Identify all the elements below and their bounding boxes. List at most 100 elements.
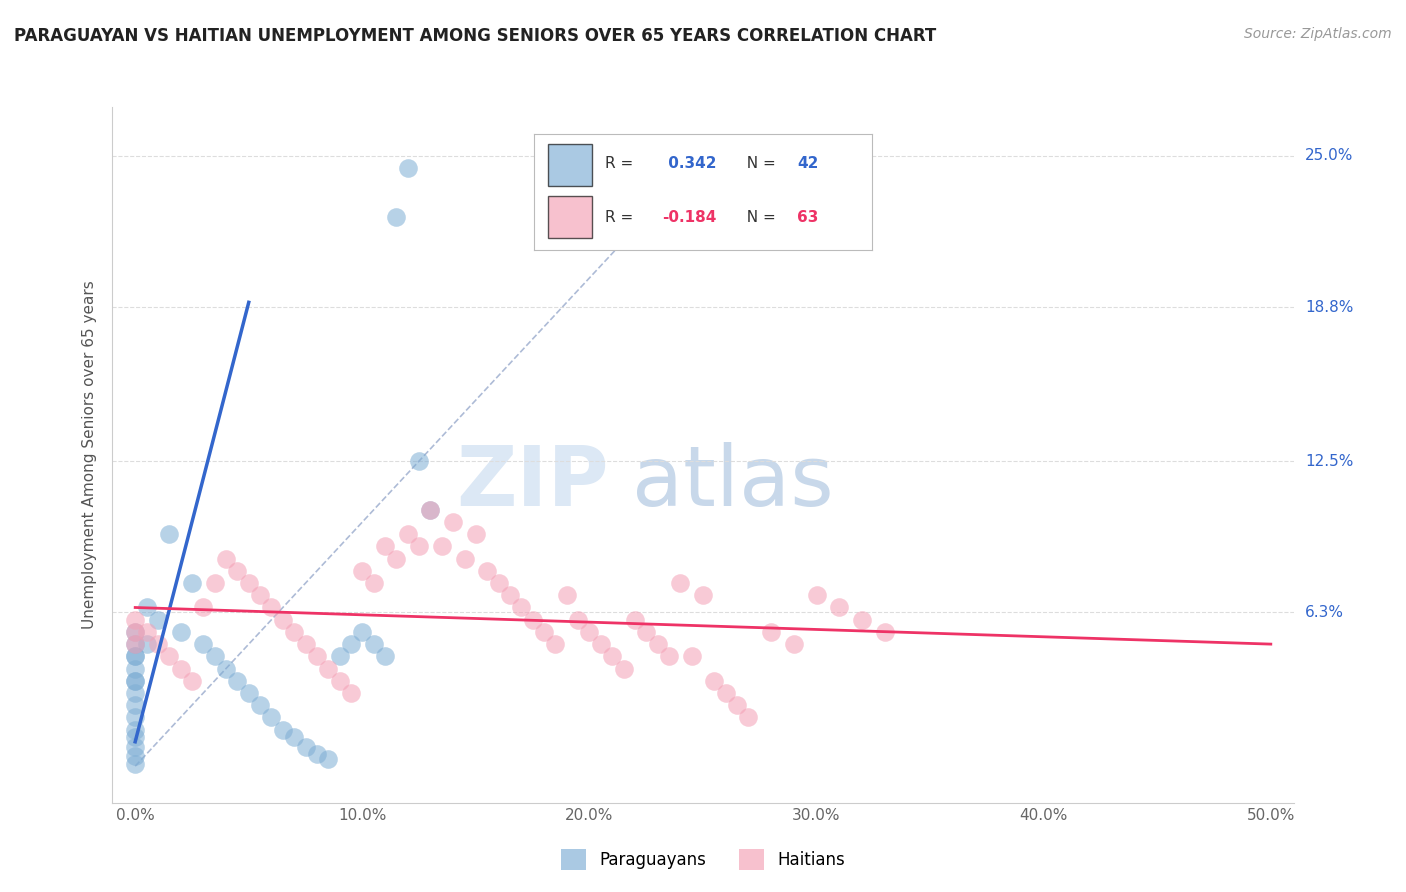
Point — [374, 649, 396, 664]
Point — [124, 624, 146, 639]
Text: 0.342: 0.342 — [662, 156, 716, 171]
Text: atlas: atlas — [633, 442, 834, 524]
Point — [600, 649, 623, 664]
Point — [783, 637, 806, 651]
Point — [124, 649, 146, 664]
Text: 6.3%: 6.3% — [1305, 605, 1344, 620]
Point — [453, 551, 475, 566]
Text: PARAGUAYAN VS HAITIAN UNEMPLOYMENT AMONG SENIORS OVER 65 YEARS CORRELATION CHART: PARAGUAYAN VS HAITIAN UNEMPLOYMENT AMONG… — [14, 27, 936, 45]
Text: N =: N = — [737, 156, 780, 171]
Point — [238, 576, 260, 591]
Point — [828, 600, 851, 615]
Point — [725, 698, 748, 713]
Point — [157, 649, 180, 664]
Point — [363, 637, 385, 651]
Point — [464, 527, 486, 541]
Point — [477, 564, 499, 578]
Point — [305, 649, 328, 664]
Point — [157, 527, 180, 541]
Point — [294, 637, 316, 651]
Point — [499, 588, 522, 602]
Point — [124, 613, 146, 627]
Point — [124, 637, 146, 651]
Legend: Paraguayans, Haitians: Paraguayans, Haitians — [553, 841, 853, 878]
Point — [419, 503, 441, 517]
Point — [544, 637, 567, 651]
Text: 25.0%: 25.0% — [1305, 148, 1353, 163]
Point — [681, 649, 703, 664]
Point — [135, 600, 157, 615]
Point — [124, 698, 146, 713]
Point — [488, 576, 510, 591]
Point — [124, 723, 146, 737]
Point — [124, 749, 146, 764]
Point — [215, 661, 238, 675]
FancyBboxPatch shape — [548, 196, 592, 238]
Point — [408, 454, 430, 468]
Point — [385, 210, 408, 224]
Point — [124, 637, 146, 651]
Point — [385, 551, 408, 566]
Point — [169, 661, 191, 675]
Point — [260, 600, 283, 615]
Point — [612, 661, 634, 675]
Point — [578, 624, 600, 639]
Point — [238, 686, 260, 700]
Point — [669, 576, 692, 591]
FancyBboxPatch shape — [548, 145, 592, 186]
Point — [589, 637, 612, 651]
Point — [124, 686, 146, 700]
Point — [658, 649, 681, 664]
Point — [703, 673, 725, 688]
Point — [169, 624, 191, 639]
Point — [340, 686, 363, 700]
Point — [806, 588, 828, 602]
Point — [260, 710, 283, 724]
Point — [419, 503, 441, 517]
Text: -0.184: -0.184 — [662, 210, 717, 225]
Text: 42: 42 — [797, 156, 818, 171]
Point — [193, 637, 215, 651]
Point — [124, 739, 146, 754]
Point — [204, 649, 226, 664]
Point — [692, 588, 714, 602]
Point — [737, 710, 759, 724]
Point — [714, 686, 737, 700]
Point — [124, 649, 146, 664]
Text: R =: R = — [605, 156, 638, 171]
Point — [647, 637, 669, 651]
Point — [181, 576, 204, 591]
Point — [329, 649, 352, 664]
Text: Source: ZipAtlas.com: Source: ZipAtlas.com — [1244, 27, 1392, 41]
Point — [283, 730, 305, 744]
Point — [636, 624, 658, 639]
Point — [124, 661, 146, 675]
Point — [249, 588, 271, 602]
Point — [316, 752, 339, 766]
Point — [135, 637, 157, 651]
Point — [352, 564, 374, 578]
Point — [124, 730, 146, 744]
Text: ZIP: ZIP — [456, 442, 609, 524]
Point — [396, 161, 419, 175]
Text: N =: N = — [737, 210, 780, 225]
Point — [624, 613, 647, 627]
Point — [555, 588, 578, 602]
Point — [124, 673, 146, 688]
Text: 12.5%: 12.5% — [1305, 453, 1353, 468]
Point — [522, 613, 544, 627]
Point — [146, 613, 169, 627]
Text: 63: 63 — [797, 210, 818, 225]
Point — [181, 673, 204, 688]
Point — [305, 747, 328, 761]
Point — [249, 698, 271, 713]
Point — [193, 600, 215, 615]
Point — [124, 710, 146, 724]
Point — [759, 624, 782, 639]
Point — [352, 624, 374, 639]
Point — [533, 624, 555, 639]
Point — [124, 673, 146, 688]
Point — [226, 673, 249, 688]
Point — [124, 756, 146, 771]
Point — [271, 613, 294, 627]
